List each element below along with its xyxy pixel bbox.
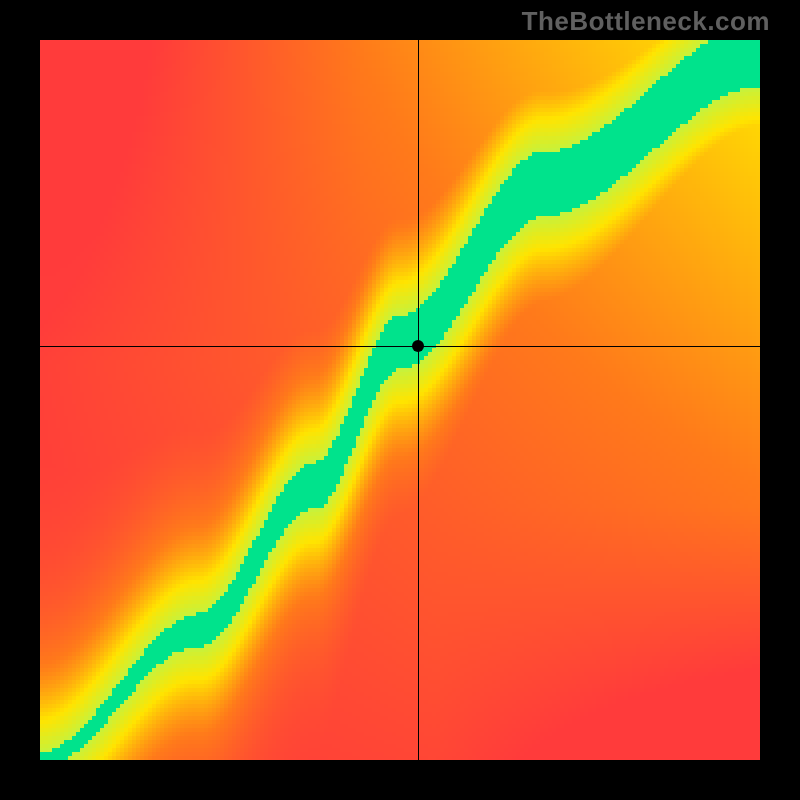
watermark-text: TheBottleneck.com [522, 6, 770, 37]
bottleneck-heatmap [0, 0, 800, 800]
chart-container: { "watermark": { "text": "TheBottleneck.… [0, 0, 800, 800]
